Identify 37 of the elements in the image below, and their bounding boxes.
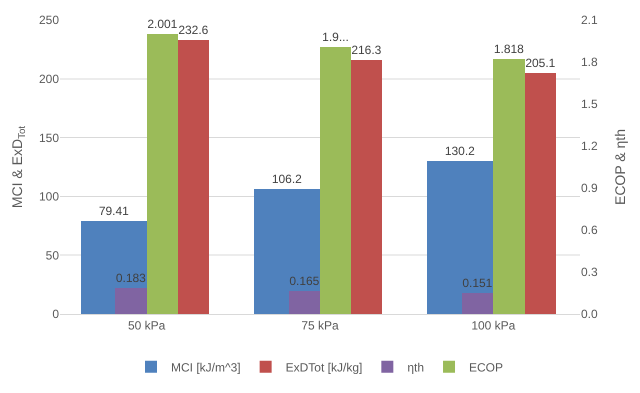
x-tick-label: 50 kPa (128, 318, 166, 332)
y2-tick-label: 0.3 (581, 265, 598, 280)
y2-tick-label: 0.9 (581, 181, 598, 196)
y2-tick-label: 0.6 (581, 223, 598, 238)
data-label: 106.2 (272, 172, 302, 186)
data-label: 1.9... (322, 30, 349, 44)
data-label: 1.818 (494, 42, 524, 56)
data-label: 0.165 (289, 274, 320, 288)
legend-label: ηth (407, 360, 424, 374)
data-label: 79.41 (98, 204, 130, 218)
y-tick-label: 150 (38, 130, 60, 145)
y2-tick-label: 1.8 (581, 55, 598, 70)
y2-tick-label: 2.1 (581, 13, 598, 28)
y-tick-label: 250 (38, 13, 60, 28)
data-label: 2.001 (147, 17, 178, 31)
y2-tick-label: 0.0 (581, 307, 598, 322)
data-label: 232.6 (178, 23, 209, 37)
legend-label: MCI [kJ/m^3] (171, 360, 241, 374)
data-label: 0.151 (462, 276, 493, 290)
x-tick-label: 75 kPa (301, 318, 340, 332)
legend-label: ExDTot [kJ/kg] (286, 360, 362, 374)
y-tick-label: 0 (52, 307, 60, 322)
data-label: 130.2 (444, 144, 476, 158)
data-label: 0.183 (116, 271, 146, 285)
bar (115, 288, 147, 314)
y2-tick-label: 1.2 (581, 139, 598, 154)
bar (289, 291, 320, 314)
y2-axis-title: ECOP & ηth (612, 128, 628, 206)
legend-label: ECOP (469, 360, 504, 374)
data-label: 205.1 (525, 56, 556, 70)
data-label: 216.3 (351, 43, 382, 57)
y2-tick-label: 1.5 (581, 97, 598, 112)
y-tick-label: 200 (38, 72, 60, 86)
x-tick-label: 100 kPa (471, 318, 516, 332)
bar (462, 293, 493, 314)
y-tick-label: 50 (46, 248, 60, 262)
y-tick-label: 100 (38, 190, 60, 204)
